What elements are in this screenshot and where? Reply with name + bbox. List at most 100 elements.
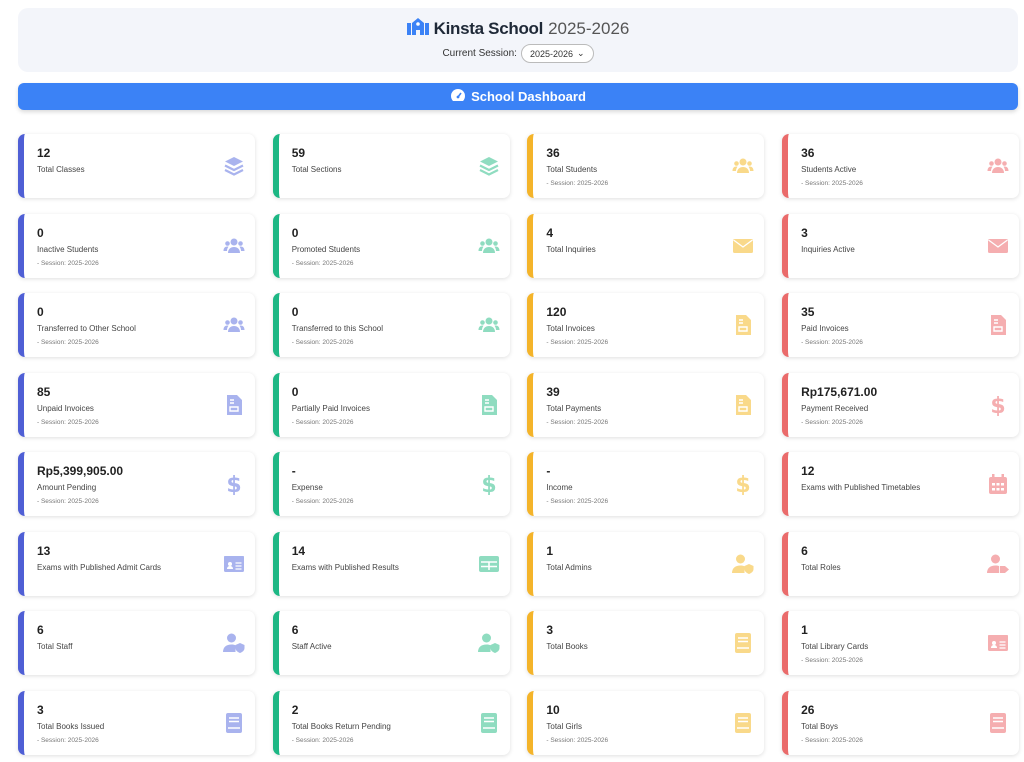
stat-card[interactable]: 10 Total Girls - Session: 2025-2026 [527, 690, 765, 755]
stat-label: Payment Received [801, 403, 869, 413]
stat-label: Total Books Return Pending [291, 721, 391, 731]
stat-label: Total Classes [37, 165, 85, 174]
stat-value: 3 [801, 225, 808, 240]
stat-card[interactable]: 3 Total Books Issued - Session: 2025-2026 [18, 690, 255, 755]
stat-label: Staff Active [291, 642, 332, 651]
stat-value: 1 [801, 623, 808, 637]
users-icon [478, 235, 500, 257]
stat-value: Rp5,399,905.00 [37, 464, 124, 478]
stat-card[interactable]: 0 Promoted Students - Session: 2025-2026 [272, 213, 510, 278]
stat-card[interactable]: 36 Students Active - Session: 2025-2026 [782, 134, 1020, 198]
school-logo-icon [406, 17, 429, 40]
stat-label: Partially Paid Invoices [291, 403, 370, 413]
invoice-icon [732, 314, 754, 336]
dollar-icon: $ [478, 473, 500, 498]
stat-session: - Session: 2025-2026 [291, 736, 354, 744]
stat-session: - Session: 2025-2026 [801, 180, 863, 187]
stat-card[interactable]: - Income - Session: 2025-2026 $ [527, 452, 765, 516]
users-icon [223, 314, 245, 336]
session-select-value: 2025-2026 [529, 48, 573, 59]
stat-card[interactable]: 39 Total Payments - Session: 2025-2026 [527, 372, 765, 437]
stat-card[interactable]: 3 Total Books [527, 611, 765, 675]
school-header: Kinsta School 2025-2026 Current Session:… [18, 8, 1018, 72]
stat-card[interactable]: 12 Exams with Published Timetables [782, 452, 1020, 516]
stat-label: Exams with Published Results [291, 562, 399, 572]
stat-card[interactable]: 2 Total Books Return Pending - Session: 20… [272, 690, 510, 755]
stat-card[interactable]: 85 Unpaid Invoices - Session: 2025-2026 [18, 372, 255, 437]
id-card-icon [223, 553, 245, 575]
stat-value: 3 [546, 623, 554, 637]
stat-value: 0 [37, 305, 44, 319]
stat-card[interactable]: 36 Total Students - Session: 2025-2026 [527, 134, 765, 198]
stat-card[interactable]: 13 Exams with Published Admit Cards [18, 531, 255, 596]
svg-text:$: $ [736, 473, 751, 495]
users-icon [223, 235, 245, 257]
envelope-icon [732, 235, 754, 257]
user-tag-icon [987, 553, 1010, 575]
session-select[interactable]: 2025-2026 ⌄ [520, 44, 594, 63]
stat-card[interactable]: Rp175,671.00 Payment Received - Session: 2… [782, 372, 1020, 437]
stat-session: - Session: 2025-2026 [291, 259, 354, 267]
book-icon [478, 712, 500, 734]
stat-card[interactable]: Rp5,399,905.00 Amount Pending - Session: 2… [18, 452, 255, 516]
stat-card[interactable]: - Expense - Session: 2025-2026 $ [272, 452, 510, 516]
stat-card[interactable]: 59 Total Sections [272, 134, 510, 198]
stat-value: 0 [291, 225, 299, 240]
stat-session: - Session: 2025-2026 [291, 339, 354, 346]
stat-session: - Session: 2025-2026 [801, 736, 863, 744]
envelope-icon [987, 235, 1009, 257]
invoice-icon [478, 394, 500, 416]
stat-value: 59 [291, 146, 306, 160]
stat-card[interactable]: 4 Total Inquiries [527, 213, 765, 278]
stat-label: Total Library Cards [801, 642, 869, 651]
stat-label: Students Active [801, 165, 857, 174]
stat-card[interactable]: 6 Total Staff [18, 611, 255, 675]
stats-grid: 12 Total Classes 59 Total Sections 36 Total S… [18, 134, 1020, 755]
stat-session: - Session: 2025-2026 [801, 339, 863, 346]
stat-value: 2 [291, 702, 299, 717]
stat-card[interactable]: 120 Total Invoices - Session: 2025-2026 [527, 293, 765, 357]
stat-card[interactable]: 14 Exams with Published Results [272, 531, 510, 596]
stat-card[interactable]: 12 Total Classes [18, 134, 255, 198]
stat-card[interactable]: 1 Total Library Cards - Session: 2025-2026 [782, 611, 1020, 675]
stat-value: - [291, 464, 296, 478]
stat-card[interactable]: 3 Inquiries Active [782, 213, 1020, 278]
invoice-icon [987, 314, 1009, 336]
stat-value: 120 [546, 305, 567, 319]
dollar-icon: $ [987, 394, 1009, 419]
stat-value: 85 [37, 384, 51, 399]
dashboard-title: School Dashboard [471, 89, 586, 104]
stat-value: 3 [37, 702, 44, 717]
stat-value: - [546, 464, 551, 478]
stat-value: 39 [546, 384, 560, 399]
stat-label: Total Boys [801, 721, 838, 731]
school-name: Kinsta School [433, 18, 544, 38]
stat-card[interactable]: 0 Partially Paid Invoices - Session: 2025-… [272, 372, 510, 437]
stat-card[interactable]: 1 Total Admins [527, 531, 765, 596]
stat-session: - Session: 2025-2026 [37, 259, 99, 267]
stat-value: 1 [546, 543, 554, 558]
stat-card[interactable]: 0 Transferred to Other School - Session: 2… [18, 293, 255, 357]
stat-label: Total Roles [801, 562, 841, 572]
invoice-icon [732, 394, 754, 416]
stat-label: Exams with Published Admit Cards [37, 562, 162, 572]
stat-label: Total Books Issued [37, 721, 105, 731]
calendar-icon [987, 473, 1009, 495]
stat-card[interactable]: 35 Paid Invoices - Session: 2025-2026 [782, 293, 1020, 357]
school-title: Kinsta School 2025-2026 [18, 17, 1018, 40]
stat-session: - Session: 2025-2026 [546, 180, 609, 187]
session-selector-row: Current Session: 2025-2026 ⌄ [18, 44, 1018, 63]
stat-session: - Session: 2025-2026 [546, 339, 609, 346]
stat-session: - Session: 2025-2026 [546, 418, 609, 426]
stat-value: 36 [546, 146, 560, 160]
stat-card[interactable]: 0 Inactive Students - Session: 2025-2026 [18, 213, 255, 278]
stat-card[interactable]: 0 Transferred to this School - Session: 20… [272, 293, 510, 357]
stat-label: Amount Pending [37, 483, 97, 492]
stat-value: 10 [546, 702, 560, 717]
stat-card[interactable]: 6 Staff Active [272, 611, 510, 675]
layers-icon [478, 155, 500, 177]
stat-session: - Session: 2025-2026 [37, 339, 99, 346]
stat-card[interactable]: 26 Total Boys - Session: 2025-2026 [782, 690, 1020, 755]
stat-card[interactable]: 6 Total Roles [782, 531, 1020, 596]
stat-value: 35 [801, 305, 815, 319]
